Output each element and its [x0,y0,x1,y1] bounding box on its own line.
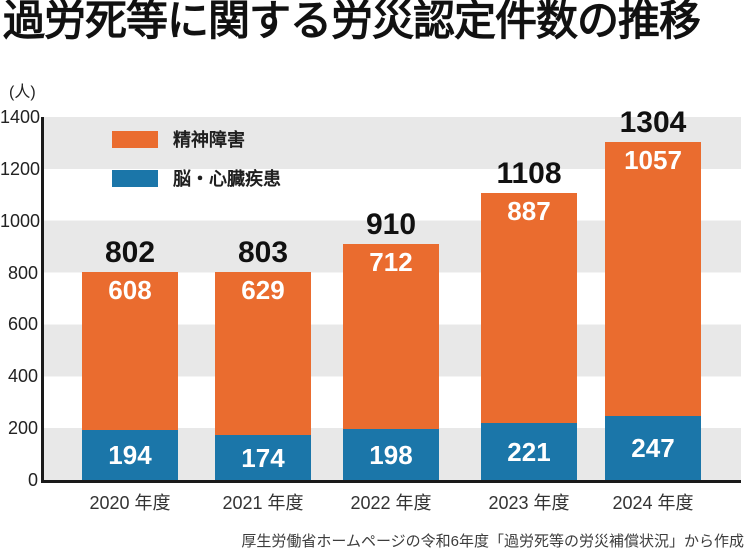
legend-row-brain-heart: 脳・心臓疾患 [112,165,281,191]
y-axis-unit-label: (人) [9,84,36,101]
segment-brain-heart: 174 [215,435,311,480]
segment-mental-value: 712 [369,247,413,277]
plot-area: 精神障害脳・心臓疾患 608 194 629 174 712 198 887 221 1057 2… [41,108,741,483]
segment-brain-heart-value: 174 [241,442,285,473]
segment-mental: 887 [481,193,577,423]
y-tick-label: 200 [7,418,38,439]
bar-total-label: 1108 [496,157,562,190]
segment-brain-heart-value: 221 [507,436,551,467]
stacked-bar-2023: 887 221 [481,193,577,480]
stacked-bar-2020: 608 194 [82,272,178,480]
y-tick-label: 600 [7,314,38,335]
bar-total-label: 1304 [619,106,687,139]
segment-brain-heart-value: 247 [631,433,675,463]
y-axis-labels: 0 200 400 600 800 1000 1200 1400 [0,0,41,555]
segment-mental: 712 [343,244,439,429]
segment-mental: 608 [82,272,178,430]
legend-row-mental: 精神障害 [112,126,281,152]
y-tick-label: 1000 [0,210,41,231]
segment-brain-heart: 221 [481,423,577,480]
x-tick-label: 2024 年度 [612,493,694,513]
bar-total-label: 802 [104,236,156,269]
segment-brain-heart: 198 [343,429,439,480]
y-tick-label: 1200 [0,158,41,179]
chart-title: 過労死等に関する労災認定件数の推移 [3,0,701,44]
source-note: 厚生労働省ホームページの令和6年度「過労死等の労災補償状況」から作成 [241,533,744,550]
segment-mental-value: 629 [241,275,285,305]
y-tick-label: 1400 [0,107,41,127]
stacked-bar-2021: 629 174 [215,272,311,480]
stacked-bar-2022: 712 198 [343,244,439,480]
segment-mental: 1057 [605,142,701,416]
segment-mental-value: 608 [108,275,152,305]
segment-brain-heart-value: 194 [108,440,152,470]
segment-brain-heart: 194 [82,430,178,480]
segment-brain-heart: 247 [605,416,701,480]
x-axis-labels: 2020 年度 2021 年度 2022 年度 2023 年度 2024 年度 [44,489,741,515]
legend-swatch-brain-heart [112,169,158,187]
y-tick-label: 400 [7,366,38,387]
y-tick-label: 0 [27,470,38,490]
legend-label-brain-heart: 脳・心臓疾患 [173,169,281,189]
segment-mental-value: 887 [507,196,551,226]
x-tick-label: 2023 年度 [488,493,570,513]
bar-total-label: 803 [237,236,289,269]
x-tick-label: 2020 年度 [89,493,171,513]
bar-total-label: 910 [365,208,417,241]
x-tick-label: 2021 年度 [222,493,304,513]
legend-label-mental: 精神障害 [173,130,245,150]
y-tick-label: 800 [7,262,38,283]
segment-mental-value: 1057 [624,145,682,175]
segment-brain-heart-value: 198 [369,439,413,470]
x-tick-label: 2022 年度 [350,493,432,513]
chart-legend: 精神障害脳・心臓疾患 [112,126,281,204]
segment-mental: 629 [215,272,311,435]
stacked-bar-2024: 1057 247 [605,142,701,480]
legend-swatch-mental [112,130,158,148]
